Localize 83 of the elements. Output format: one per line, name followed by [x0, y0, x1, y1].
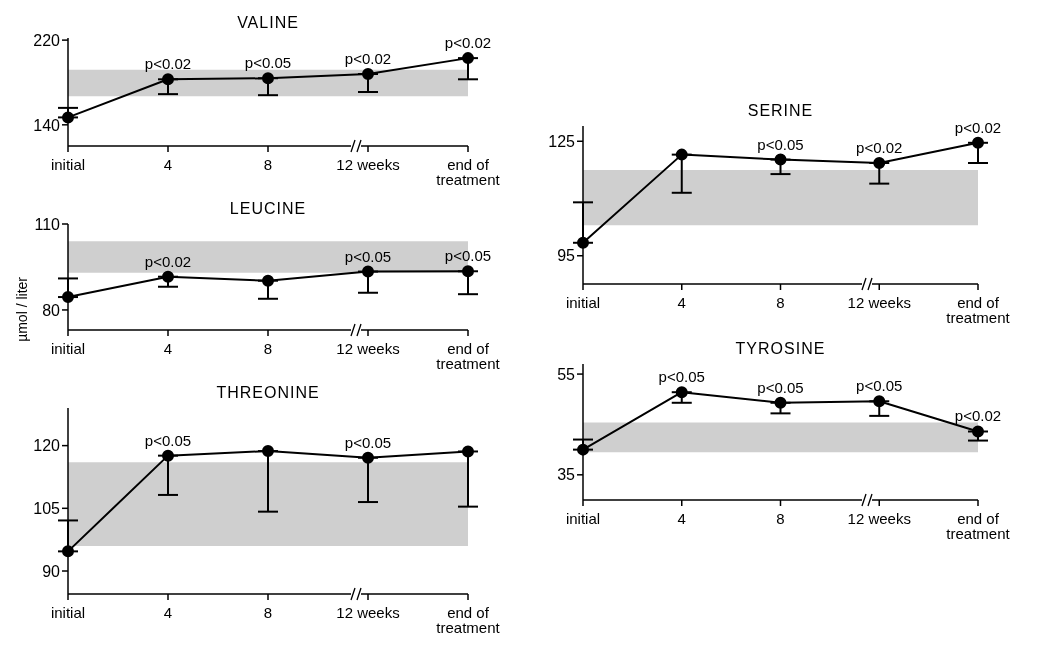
point	[577, 236, 589, 249]
annotation: p<0.02	[954, 118, 1002, 136]
point	[62, 291, 74, 304]
chart-title: TYROSINE	[734, 340, 827, 358]
x-tick-label: 12 weeks	[336, 340, 400, 357]
y-tick-label: 95	[557, 247, 576, 265]
x-tick-label: 12 weeks	[336, 156, 400, 173]
y-tick-label: 110	[34, 215, 61, 233]
x-tick-label: 8	[263, 604, 273, 621]
point	[774, 153, 787, 166]
x-tick-label: end of treatment	[436, 340, 501, 372]
x-tick-label: 8	[263, 340, 273, 357]
annotation: p<0.05	[658, 368, 705, 386]
chart-title: THREONINE	[215, 384, 321, 402]
x-tick-label: 8	[263, 156, 273, 173]
point	[972, 425, 984, 438]
y-tick-label: 125	[548, 132, 576, 150]
annotation: p<0.05	[344, 247, 392, 265]
x-tick-label: initial	[565, 510, 601, 527]
point	[262, 274, 274, 287]
point	[62, 111, 74, 124]
x-tick-label: initial	[50, 604, 86, 621]
x-tick-label: 4	[163, 156, 173, 173]
chart-title: LEUCINE	[228, 200, 308, 218]
point	[162, 449, 174, 462]
point	[873, 395, 886, 408]
annotation: p<0.02	[954, 407, 1002, 425]
x-tick-label: 12 weeks	[847, 294, 911, 311]
point	[774, 396, 787, 409]
x-tick-label: 4	[163, 340, 173, 357]
y-tick-label: 105	[33, 499, 61, 517]
point	[972, 136, 984, 149]
x-tick-label: 8	[776, 510, 785, 527]
annotation: p<0.05	[757, 378, 804, 396]
chart-title: VALINE	[236, 14, 300, 32]
y-axis-title: µmol / liter	[13, 276, 30, 342]
point	[462, 445, 474, 458]
x-tick-label: end of treatment	[946, 510, 1011, 542]
y-tick-label: 80	[42, 301, 61, 319]
x-tick-label: initial	[50, 156, 86, 173]
point	[162, 270, 174, 283]
annotation: p<0.05	[757, 135, 804, 153]
x-tick-label: end of treatment	[436, 156, 501, 188]
point	[577, 443, 589, 456]
y-tick-label: 120	[33, 437, 61, 455]
y-tick-label: 35	[557, 466, 576, 484]
annotation: p<0.05	[244, 54, 292, 72]
annotation: p<0.02	[444, 34, 492, 52]
point	[675, 386, 688, 399]
point	[362, 451, 374, 464]
point	[362, 265, 374, 278]
annotation: p<0.02	[344, 50, 392, 67]
x-tick-label: 12 weeks	[847, 510, 911, 527]
x-tick-label: end of treatment	[946, 294, 1011, 326]
x-tick-label: 12 weeks	[336, 604, 400, 621]
point	[162, 73, 174, 86]
point	[462, 52, 474, 65]
x-tick-label: initial	[50, 340, 86, 357]
annotation: p<0.05	[344, 433, 392, 451]
x-tick-label: 4	[677, 294, 686, 311]
y-tick-label: 220	[33, 31, 61, 49]
annotation: p<0.02	[856, 139, 903, 157]
y-tick-label: 140	[33, 116, 61, 134]
point	[262, 445, 274, 458]
point	[462, 265, 474, 278]
annotation: p<0.05	[144, 431, 192, 449]
y-tick-label: 90	[42, 562, 61, 580]
annotation: p<0.05	[444, 247, 492, 265]
x-tick-label: 4	[163, 604, 173, 621]
point	[262, 72, 274, 85]
x-tick-label: 4	[677, 510, 686, 527]
chart-title: SERINE	[746, 102, 815, 120]
point	[62, 545, 74, 558]
x-tick-label: end of treatment	[436, 604, 501, 636]
annotation: p<0.05	[856, 377, 903, 395]
point	[362, 68, 374, 80]
x-tick-label: 8	[776, 294, 785, 311]
point	[873, 157, 886, 170]
annotation: p<0.02	[144, 252, 192, 270]
y-tick-label: 55	[557, 365, 576, 383]
x-tick-label: initial	[565, 294, 601, 311]
point	[675, 148, 688, 161]
annotation: p<0.02	[144, 55, 192, 73]
